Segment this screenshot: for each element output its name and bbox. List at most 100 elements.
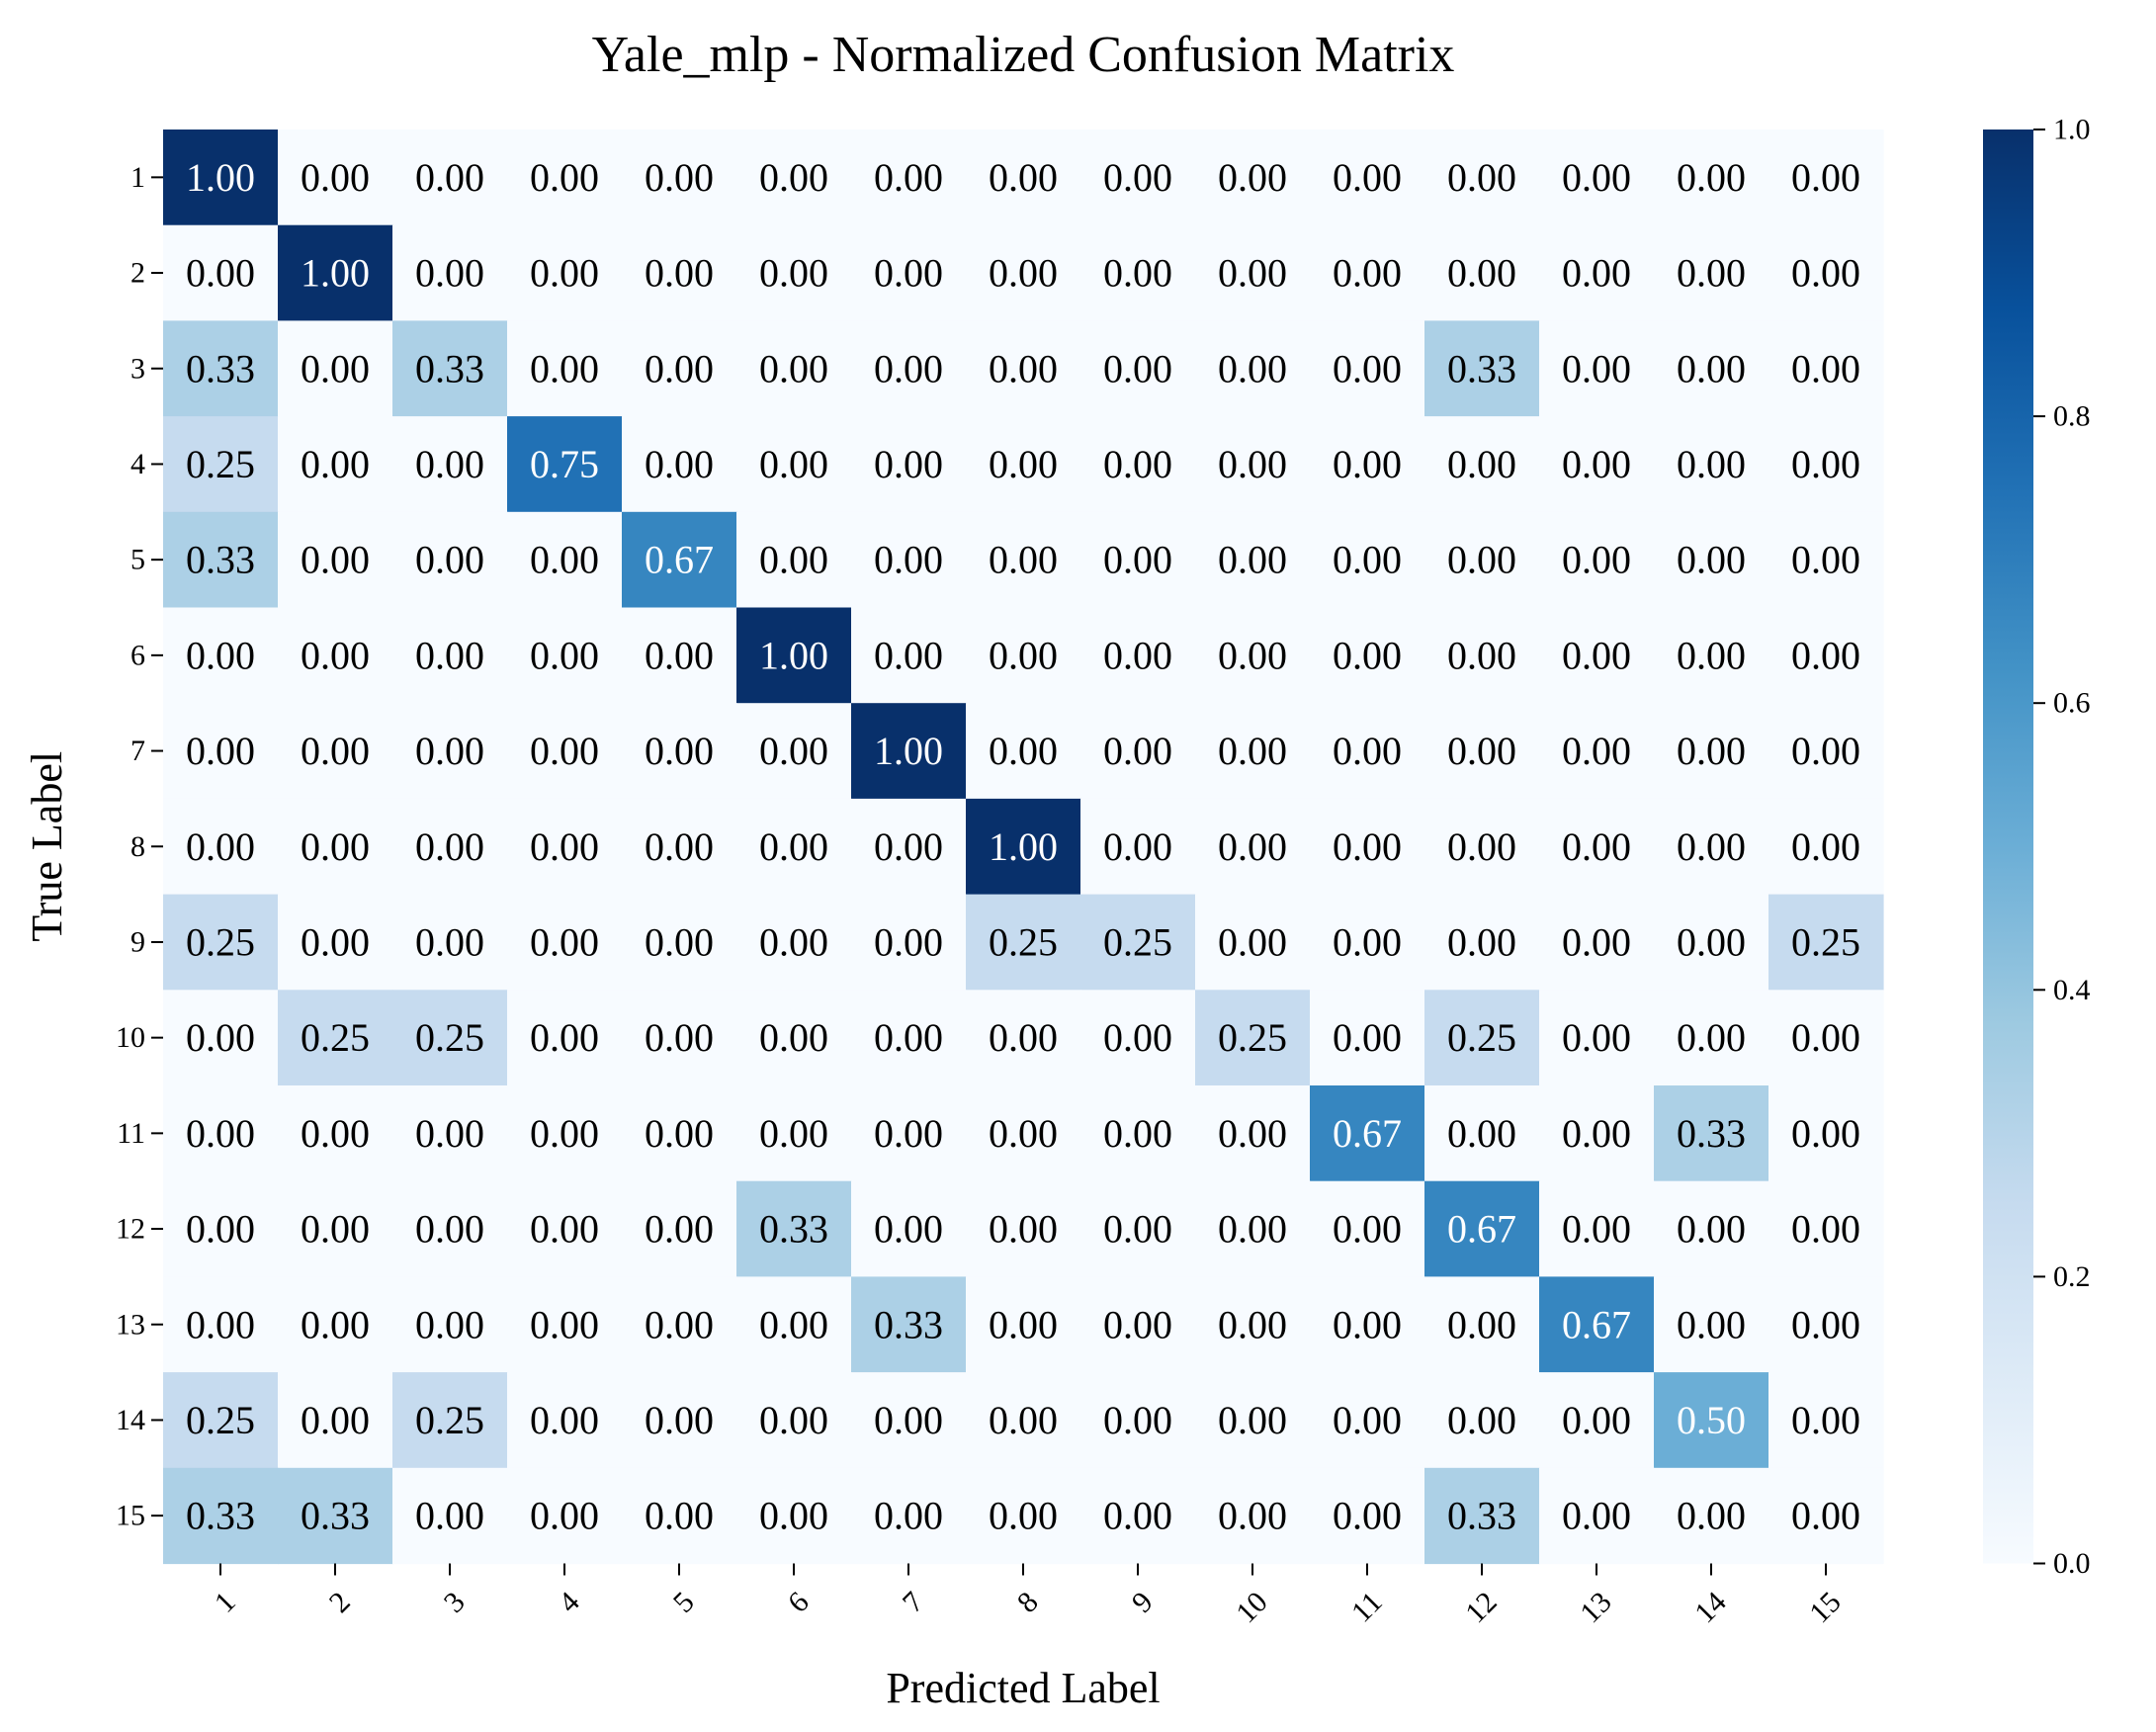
y-tick-label: 9 [130, 925, 145, 958]
y-tick-label: 12 [116, 1213, 145, 1246]
heatmap-cell [966, 1180, 1081, 1277]
heatmap-cell [736, 320, 852, 417]
cell-value-label: 0.67 [645, 538, 714, 582]
heatmap-cell [622, 1085, 737, 1182]
heatmap-cell [392, 1276, 508, 1373]
cell-value-label: 0.00 [1562, 919, 1631, 964]
cell-value-label: 0.00 [1103, 346, 1172, 390]
cell-value-label: 0.00 [1447, 1302, 1516, 1346]
cell-value-label: 0.00 [1218, 1302, 1287, 1346]
cell-value-label: 0.00 [301, 1398, 370, 1442]
heatmap-cell [622, 130, 737, 226]
heatmap-cell [278, 990, 393, 1086]
cell-value-label: 0.00 [415, 538, 484, 582]
cell-value-label: 0.00 [1447, 155, 1516, 200]
heatmap-cell [1195, 894, 1311, 991]
cell-value-label: 0.00 [415, 1494, 484, 1538]
heatmap-cell [736, 1276, 852, 1373]
heatmap-cell [1310, 990, 1425, 1086]
cell-value-label: 0.00 [1677, 633, 1746, 677]
cell-value-label: 0.00 [530, 633, 599, 677]
cell-value-label: 0.00 [1562, 729, 1631, 773]
cell-value-label: 0.67 [1447, 1207, 1516, 1252]
cell-value-label: 0.00 [989, 1207, 1058, 1252]
cell-value-label: 0.00 [759, 919, 828, 964]
heatmap-cell [622, 416, 737, 513]
cell-value-label: 0.00 [1103, 251, 1172, 296]
heatmap-cell [1424, 703, 1540, 800]
cell-value-label: 0.00 [759, 1494, 828, 1538]
cell-value-label: 0.00 [645, 729, 714, 773]
cell-value-label: 0.00 [759, 1111, 828, 1156]
cell-value-label: 0.00 [1791, 1398, 1860, 1442]
cell-value-label: 0.00 [645, 1398, 714, 1442]
y-tick-label: 7 [130, 735, 145, 767]
y-tick-label: 1 [130, 161, 145, 194]
heatmap-cell [392, 1467, 508, 1565]
heatmap-cell [1310, 320, 1425, 417]
cell-value-label: 0.00 [1791, 729, 1860, 773]
cell-value-label: 0.00 [1218, 442, 1287, 486]
heatmap-cell [163, 990, 279, 1086]
heatmap-cell [392, 798, 508, 896]
x-tick-label: 6 [782, 1586, 816, 1619]
heatmap-cell [1195, 1276, 1311, 1373]
heatmap-cell [507, 416, 623, 513]
heatmap-cell [1539, 1372, 1655, 1469]
cell-value-label: 0.00 [1791, 346, 1860, 390]
heatmap-cell [1768, 320, 1884, 417]
cell-value-label: 0.00 [530, 729, 599, 773]
cell-value-label: 0.00 [759, 1302, 828, 1346]
x-tick-label: 7 [897, 1586, 930, 1619]
cell-value-label: 0.00 [1333, 538, 1402, 582]
heatmap-cell [966, 130, 1081, 226]
cell-value-label: 0.00 [1447, 919, 1516, 964]
heatmap-cell [1654, 320, 1769, 417]
heatmap-cell [507, 1276, 623, 1373]
cell-value-label: 0.00 [874, 824, 943, 869]
heatmap-cell [966, 1276, 1081, 1373]
heatmap-cell [622, 1276, 737, 1373]
y-tick-label: 8 [130, 830, 145, 863]
cell-value-label: 0.00 [1333, 1398, 1402, 1442]
heatmap-cell [1310, 1276, 1425, 1373]
heatmap-cell [851, 607, 967, 704]
cell-value-label: 0.00 [1333, 442, 1402, 486]
cell-value-label: 0.00 [1333, 1302, 1402, 1346]
heatmap-cell [1539, 703, 1655, 800]
cell-value-label: 0.00 [1677, 1207, 1746, 1252]
cell-value-label: 1.00 [301, 251, 370, 296]
colorbar-tick-label: 1.0 [2053, 114, 2091, 146]
heatmap-cell [392, 703, 508, 800]
heatmap-cell [163, 1276, 279, 1373]
cell-value-label: 0.00 [1218, 919, 1287, 964]
cell-value-label: 0.33 [301, 1494, 370, 1538]
cell-value-label: 0.00 [874, 1207, 943, 1252]
cell-value-label: 0.00 [645, 1015, 714, 1060]
heatmap-cell [278, 511, 393, 609]
cell-value-label: 0.33 [186, 346, 255, 390]
heatmap-cell [507, 1085, 623, 1182]
cell-value-label: 0.00 [645, 633, 714, 677]
cell-value-label: 0.00 [1562, 442, 1631, 486]
heatmap-cell [1539, 320, 1655, 417]
heatmap-cell [392, 416, 508, 513]
heatmap-cell [1080, 1085, 1196, 1182]
chart-title: Yale_mlp - Normalized Confusion Matrix [592, 27, 1455, 83]
colorbar-tick-label: 0.4 [2053, 974, 2091, 1006]
cell-value-label: 0.00 [989, 538, 1058, 582]
x-tick-label: 11 [1345, 1586, 1389, 1629]
cell-value-label: 0.00 [1103, 1398, 1172, 1442]
heatmap-cell [1195, 1085, 1311, 1182]
cell-value-label: 0.00 [874, 155, 943, 200]
heatmap-cell [851, 320, 967, 417]
y-tick-label: 10 [116, 1021, 145, 1054]
cell-value-label: 0.00 [1562, 251, 1631, 296]
cell-value-label: 0.00 [1677, 346, 1746, 390]
heatmap-cell [736, 416, 852, 513]
x-axis-title: Predicted Label [886, 1664, 1160, 1712]
cell-value-label: 0.00 [1677, 919, 1746, 964]
cell-value-label: 0.00 [1791, 442, 1860, 486]
heatmap-cell [851, 416, 967, 513]
heatmap-cell [1768, 703, 1884, 800]
